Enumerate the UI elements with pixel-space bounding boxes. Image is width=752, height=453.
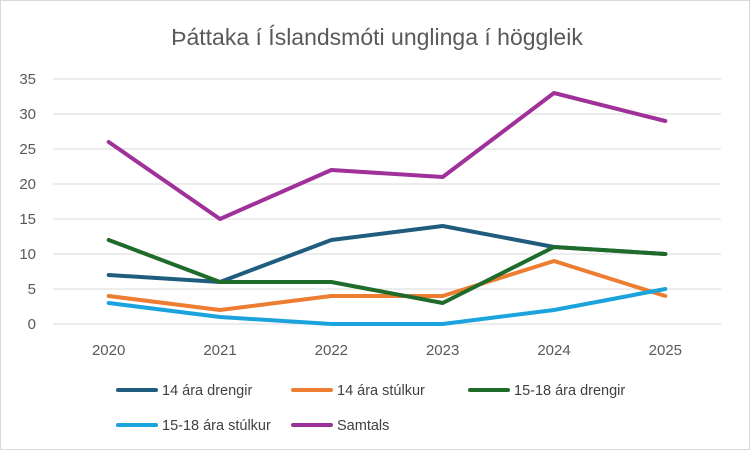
series-line-4: [106, 287, 668, 326]
y-tick-label: 35: [19, 71, 36, 88]
series-lines: [106, 91, 668, 326]
x-tick-label: 2023: [426, 342, 459, 359]
series-line-2: [106, 259, 668, 312]
y-axis-ticks: 0 5 10 15 20 25 30 35: [19, 71, 36, 333]
y-tick-label: 30: [19, 106, 36, 123]
y-tick-label: 15: [19, 211, 36, 228]
x-tick-label: 2020: [92, 342, 125, 359]
x-tick-label: 2024: [537, 342, 570, 359]
legend-label: 15-18 ára stúlkur: [162, 418, 271, 434]
x-tick-label: 2025: [649, 342, 682, 359]
chart-title: Þáttaka í Íslandsmóti unglinga í högglei…: [171, 24, 583, 50]
series-line-5: [106, 91, 668, 221]
gridlines: [53, 78, 721, 325]
x-tick-label: 2022: [315, 342, 348, 359]
legend-label: 15-18 ára drengir: [514, 383, 625, 399]
y-tick-label: 10: [19, 246, 36, 263]
legend: 14 ára drengir 14 ára stúlkur 15-18 ára dr…: [116, 383, 625, 434]
y-tick-label: 5: [28, 281, 36, 298]
legend-label: 14 ára drengir: [162, 383, 252, 399]
series-line-3: [106, 238, 668, 305]
x-tick-label: 2021: [203, 342, 236, 359]
y-tick-label: 25: [19, 141, 36, 158]
legend-label: Samtals: [337, 418, 389, 434]
y-tick-label: 0: [28, 316, 36, 333]
legend-label: 14 ára stúlkur: [337, 383, 425, 399]
x-axis-ticks: 2020 2021 2022 2023 2024 2025: [92, 342, 682, 359]
y-tick-label: 20: [19, 176, 36, 193]
